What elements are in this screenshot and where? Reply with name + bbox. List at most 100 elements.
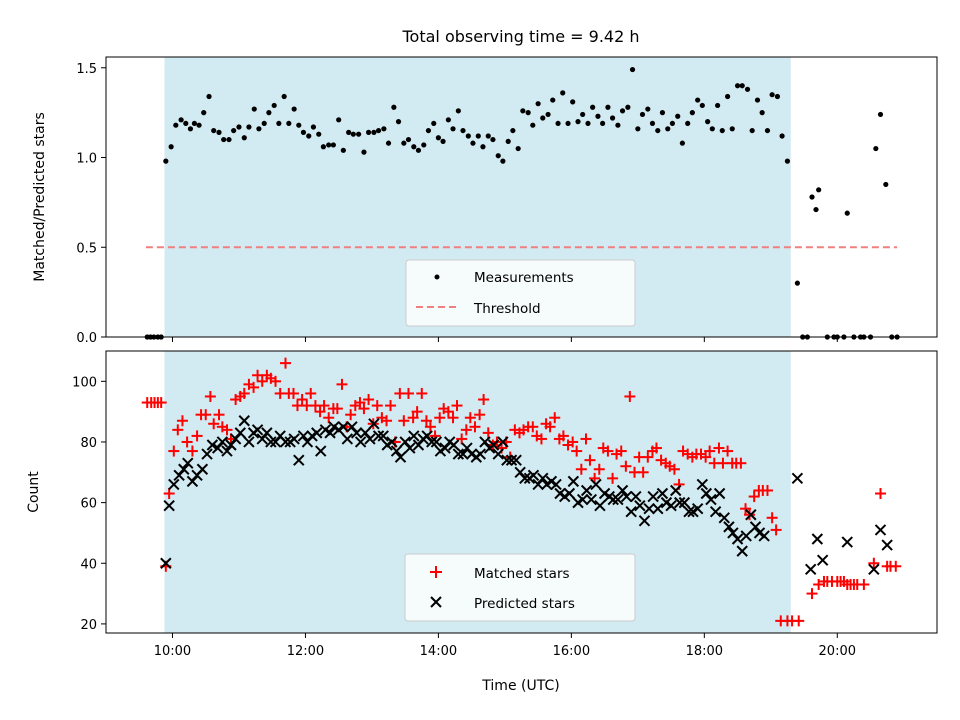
measurement-point [615,122,621,128]
predicted-star-point [265,436,277,448]
matched-star-point [163,488,175,500]
predicted-star-point [537,472,549,485]
predicted-star-point [390,445,403,457]
measurement-point [500,158,506,164]
legend-predicted-marker [430,596,442,608]
count-legend: Matched stars Predicted stars [404,553,636,622]
matched-star-point [575,463,587,475]
matched-star-point [766,512,778,524]
measurement-point [794,280,800,286]
measurement-point [685,120,691,127]
matched-star-point [806,588,818,600]
measurement-point [431,120,437,127]
measurement-point [749,127,755,134]
matched-star-point [248,381,260,393]
predicted-star-point [196,463,209,475]
predicted-star-point [590,478,602,491]
measurement-point [629,66,636,73]
measurement-point [178,117,184,123]
predicted-star-point [408,430,420,442]
predicted-star-point [634,499,646,512]
matched-star-point [291,400,303,412]
measurement-point [480,144,486,150]
predicted-star-point [364,433,376,445]
measurement-point [395,119,402,125]
matched-star-point [447,412,459,424]
predicted-star-point [713,487,726,500]
count-legend-box [404,553,636,622]
measurement-point [675,113,681,119]
matched-star-point [200,409,212,421]
measurement-point [699,102,705,109]
ratio-legend-box [405,259,636,327]
measurement-point [391,104,397,110]
matched-star-point [168,445,180,457]
predicted-star-point [510,454,522,466]
x-tick-label: 18:00 [686,644,723,659]
measurement-point [316,131,322,137]
matched-star-point [191,430,203,442]
matched-star-point [858,578,870,590]
measurement-point [555,120,561,127]
ratio-y-tick-label: 0.5 [76,241,97,256]
measurement-point [187,126,194,132]
matched-star-point [874,488,886,500]
matched-star-point [717,457,729,469]
matched-star-point [650,442,662,454]
matched-star-point [482,427,494,439]
measurement-point [625,104,631,110]
matched-star-point [584,454,596,466]
matched-star-point [620,460,632,472]
matched-star-point [402,387,414,399]
measurement-point [196,122,202,128]
measurement-point [530,122,536,128]
matched-star-point [624,390,636,402]
predicted-star-point [625,506,637,518]
matched-star-point [287,387,299,399]
predicted-star-point [501,454,513,466]
measurement-point [515,145,521,152]
measurement-point [525,110,531,116]
count-y-tick-label: 40 [80,557,97,572]
measurement-point [490,136,496,143]
predicted-star-point [519,472,531,485]
measurement-point [445,117,451,123]
predicted-star-point [585,493,598,506]
predicted-star-point [505,454,518,466]
predicted-star-point [811,533,824,545]
measurement-point [371,129,377,135]
ratio-y-tick-label: 0.0 [76,331,97,346]
measurement-point [465,133,471,139]
predicted-star-point [691,502,704,515]
matched-star-point [256,375,268,387]
matched-star-point [181,436,193,448]
measurement-point [510,127,516,134]
measurement-point [336,117,342,123]
predicted-star-point [430,436,443,448]
matched-star-point [407,412,419,424]
matched-star-point [580,433,592,445]
measurement-point [300,129,307,135]
measurement-point [296,122,302,128]
predicted-star-point [315,445,327,457]
count-panel: 20 40 60 80 100 10:00 12:00 14:00 16:00 18:00 20:… [26,350,938,694]
measurement-point [715,102,721,109]
matched-star-point [593,463,605,475]
matched-star-point [172,424,184,436]
predicted-star-point [216,436,229,448]
predicted-star-point [201,448,213,460]
predicted-star-point [580,484,593,497]
predicted-star-point [341,433,354,445]
predicted-star-point [674,496,686,509]
matched-star-point [460,424,472,436]
measurement-point [455,108,461,114]
count-y-tick-label: 80 [80,436,97,451]
matched-star-point [478,394,490,406]
predicted-star-point [638,515,651,527]
matched-star-point [456,433,468,445]
predicted-star-point [160,557,172,569]
measurement-point [346,129,352,135]
matched-star-point [279,357,291,369]
predicted-star-point [740,530,752,542]
measurement-point [475,133,481,139]
